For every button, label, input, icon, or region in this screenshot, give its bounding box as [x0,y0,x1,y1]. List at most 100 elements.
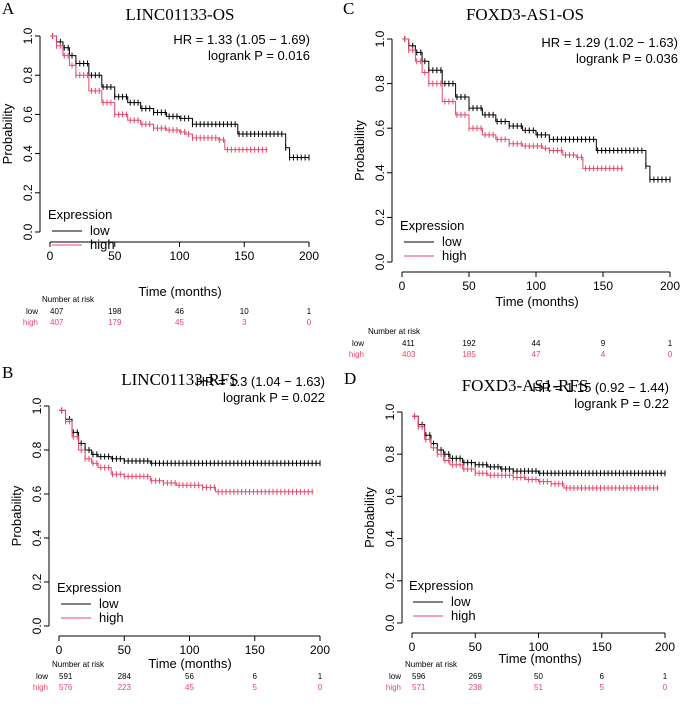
panel-letter: A [2,0,15,18]
risk-count: 1 [663,672,668,681]
risk-group-label: low [352,339,364,348]
risk-count: 284 [118,672,132,681]
legend-title: Expression [409,578,473,593]
risk-count: 0 [663,683,668,692]
risk-count: 407 [50,318,64,327]
risk-count: 6 [600,672,605,681]
risk-count: 45 [185,683,194,692]
risk-count: 9 [601,339,606,348]
legend-title: Expression [48,207,112,222]
hazard-ratio-text: HR = 1.3 (1.04 − 1.63) [196,374,325,389]
x-tick-label: 0 [409,640,416,654]
censor-marks-high [61,407,313,495]
x-tick-label: 50 [462,279,476,293]
risk-count: 0 [318,683,323,692]
risk-count: 223 [118,683,132,692]
x-tick-label: 0 [47,249,54,263]
logrank-p-text: logrank P = 0.036 [576,51,678,66]
risk-count: 0 [668,350,673,359]
x-tick-label: 100 [169,249,189,263]
logrank-p-text: logrank P = 0.022 [223,390,325,405]
legend-label-high: high [442,248,467,263]
risk-group-label: low [389,672,401,681]
risk-count: 198 [108,307,122,316]
risk-group-label: low [36,672,48,681]
risk-group-label: high [349,350,364,359]
risk-count: 50 [534,672,543,681]
x-tick-label: 200 [310,643,330,657]
risk-count: 238 [469,683,483,692]
legend-title: Expression [57,580,121,595]
hazard-ratio-text: HR = 1.15 (0.92 − 1.44) [532,380,669,395]
y-tick-label: 0.2 [21,184,35,201]
risk-table: Number at risk low 407 198 46 10 1 high 407 179 45… [23,295,312,327]
x-tick-label: 200 [655,640,675,654]
risk-count: 576 [59,683,73,692]
legend-label-low: low [442,234,462,249]
x-tick-label: 150 [593,279,613,293]
x-tick-label: 0 [56,643,63,657]
x-axis-label: Time (months) [495,294,578,309]
risk-count: 6 [253,672,258,681]
x-tick-label: 200 [299,249,319,263]
y-tick-label: 0.4 [383,530,397,547]
panel-letter: C [343,0,354,18]
risk-table-title: Number at risk [52,660,105,669]
hazard-ratio-text: HR = 1.33 (1.05 − 1.69) [173,32,310,47]
risk-count: 192 [462,339,476,348]
survival-curve-high [50,35,268,151]
risk-count: 1 [668,339,673,348]
y-tick-label: 0.8 [30,441,44,458]
censor-marks-high [404,36,623,172]
y-tick-label: 0.6 [383,488,397,505]
risk-count: 46 [175,307,184,316]
risk-group-label: high [386,683,401,692]
y-tick-label: 1.0 [21,27,35,44]
y-tick-label: 0.0 [383,614,397,631]
legend-label-low: low [90,223,110,238]
risk-count: 407 [50,307,64,316]
x-tick-label: 150 [245,643,265,657]
survival-curve-low [50,35,309,159]
x-tick-label: 150 [592,640,612,654]
survival-curve-low [402,38,670,180]
y-tick-label: 0.8 [383,446,397,463]
risk-group-label: low [26,307,38,316]
censor-marks-low [52,33,310,161]
risk-group-label: high [23,318,38,327]
legend-label-low: low [99,596,119,611]
y-tick-label: 1.0 [30,397,44,414]
y-tick-label: 0.8 [373,75,387,92]
y-axis-label: Probability [352,120,367,181]
y-axis-label: Probability [362,487,377,548]
risk-count: 0 [307,318,312,327]
y-tick-label: 0.2 [373,209,387,226]
x-axis-label: Time (months) [148,656,231,671]
risk-count: 179 [108,318,122,327]
y-tick-label: 0.2 [383,572,397,589]
risk-count: 3 [242,318,247,327]
x-tick-label: 200 [660,279,680,293]
risk-count: 403 [402,350,416,359]
logrank-p-text: logrank P = 0.016 [208,48,310,63]
x-tick-label: 100 [526,279,546,293]
y-tick-label: 0.8 [21,67,35,84]
legend-label-high: high [451,608,476,623]
y-axis-label: Probability [0,103,15,164]
y-tick-label: 0.6 [30,485,44,502]
risk-count: 5 [600,683,605,692]
survival-curve-low [59,409,320,464]
censor-marks-high [414,413,658,491]
risk-count: 51 [534,683,543,692]
risk-group-label: high [33,683,48,692]
survival-curve-high [59,409,314,493]
y-tick-label: 1.0 [373,30,387,47]
legend-label-low: low [451,594,471,609]
x-tick-label: 0 [399,279,406,293]
